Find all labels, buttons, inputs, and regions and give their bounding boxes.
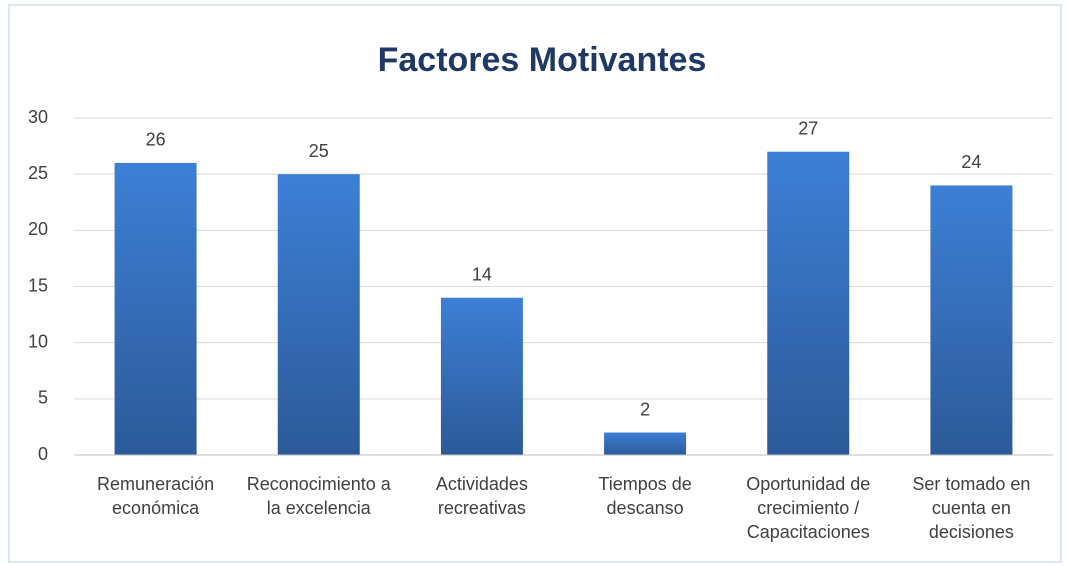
bar	[440, 297, 523, 455]
x-tick-label: Remuneración económica	[97, 474, 214, 518]
x-tick-label: Actividades recreativas	[436, 474, 528, 518]
data-label: 24	[961, 152, 981, 172]
x-tick-label: Reconocimiento a la excelencia	[247, 474, 392, 518]
bar	[277, 174, 360, 455]
chart-title: Factores Motivantes	[378, 41, 707, 79]
y-tick-label: 30	[28, 107, 48, 127]
data-label: 27	[798, 118, 818, 138]
y-tick-label: 25	[28, 163, 48, 183]
data-label: 2	[640, 399, 650, 419]
y-tick-label: 15	[28, 275, 48, 295]
y-tick-label: 5	[38, 388, 48, 408]
y-tick-label: 20	[28, 219, 48, 239]
y-tick-label: 10	[28, 331, 48, 351]
bar	[767, 151, 850, 455]
bar	[930, 185, 1013, 455]
bar	[114, 162, 197, 455]
y-tick-label: 0	[38, 444, 48, 464]
bar	[604, 432, 687, 455]
data-label: 14	[472, 264, 492, 284]
x-tick-label: Tiempos de descanso	[598, 474, 691, 518]
data-label: 25	[309, 141, 329, 161]
x-tick-label: Oportunidad de crecimiento / Capacitacione…	[746, 474, 870, 542]
data-label: 26	[146, 130, 166, 150]
x-tick-label: Ser tomado en cuenta en decisiones	[912, 474, 1030, 542]
